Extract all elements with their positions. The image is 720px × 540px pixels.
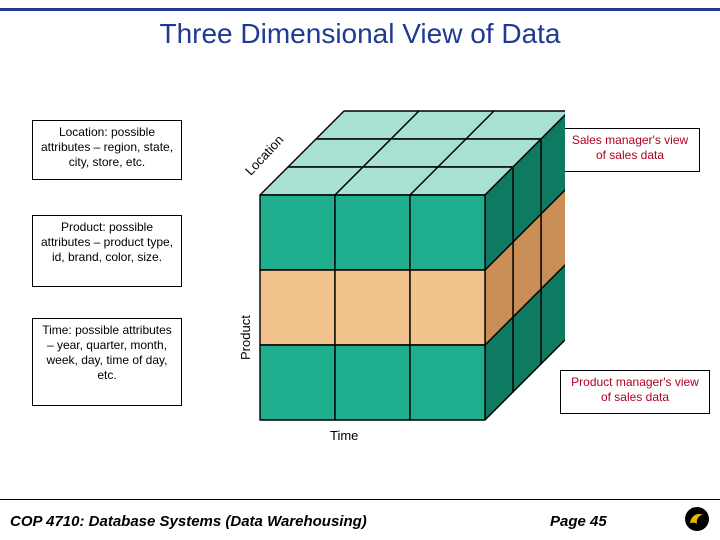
annotation-time: Time: possible attributes – year, quarte… <box>32 318 182 406</box>
annotation-location: Location: possible attributes – region, … <box>32 120 182 180</box>
axis-label-product: Product <box>238 315 253 360</box>
pegasus-logo-icon <box>684 506 710 532</box>
footer-page: Page 45 <box>550 513 670 530</box>
footer-logo <box>670 506 710 536</box>
annotation-product: Product: possible attributes – product t… <box>32 215 182 287</box>
footer-course: COP 4710: Database Systems (Data Warehou… <box>10 513 550 530</box>
top-rule <box>0 8 720 11</box>
callout-product-manager: Product manager's view of sales data <box>560 370 710 414</box>
axis-label-time: Time <box>330 428 358 443</box>
callout-sales-manager: Sales manager's view of sales data <box>560 128 700 172</box>
page-title: Three Dimensional View of Data <box>0 18 720 50</box>
slide: Three Dimensional View of Data Location:… <box>0 0 720 540</box>
footer: COP 4710: Database Systems (Data Warehou… <box>0 499 720 540</box>
